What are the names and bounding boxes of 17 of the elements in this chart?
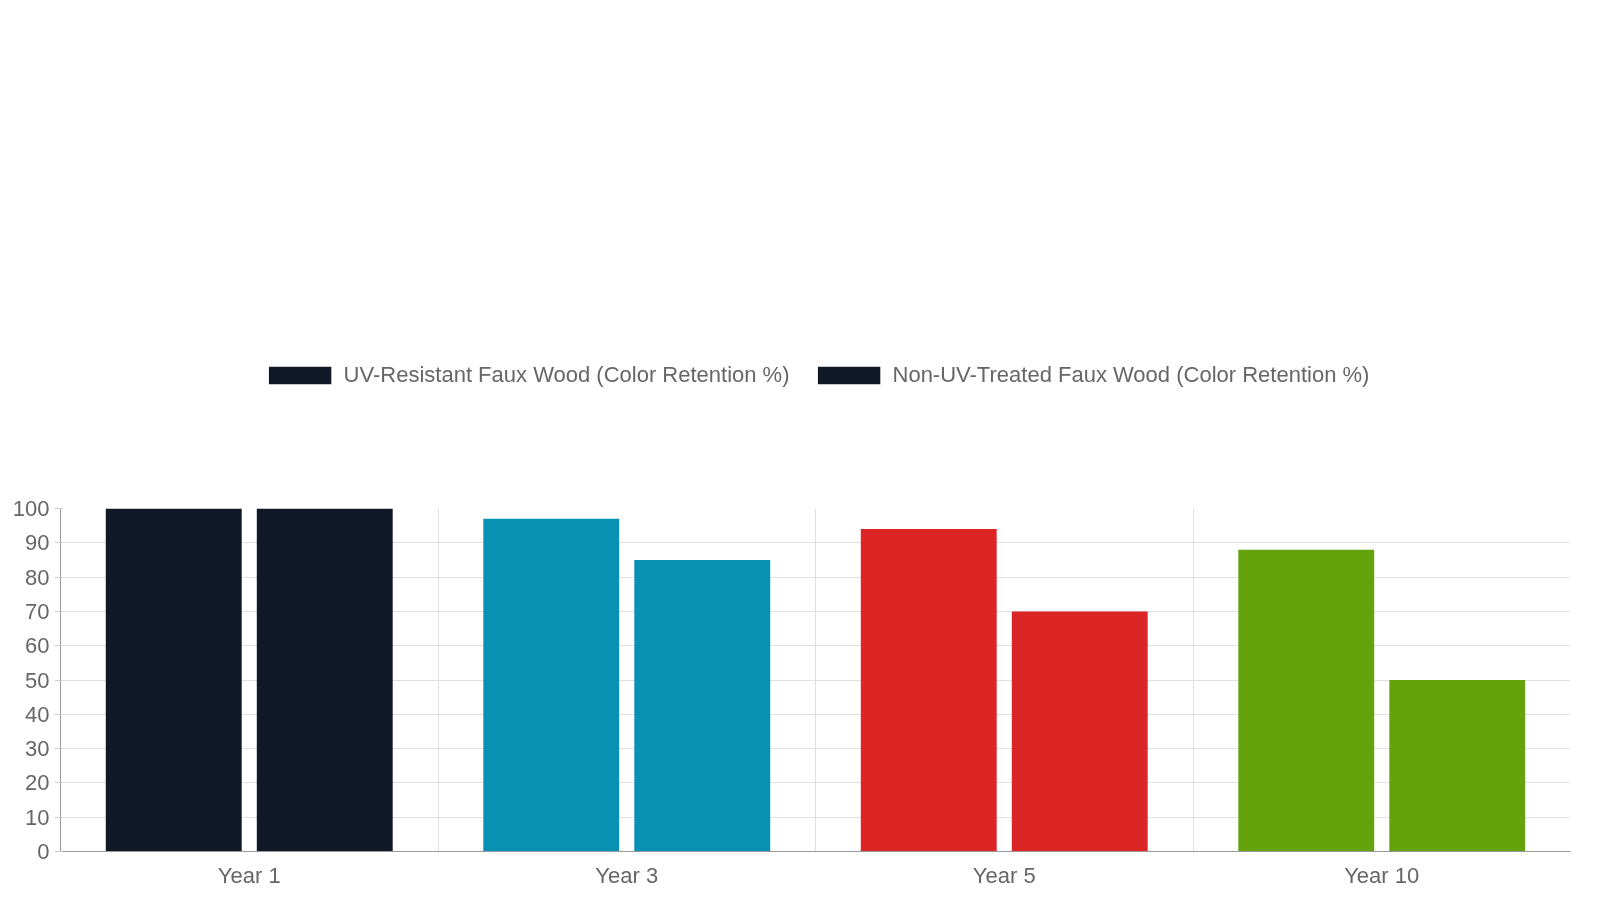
y-tick-label: 70	[25, 598, 50, 624]
y-tick-label: 20	[25, 770, 50, 796]
y-tick-label: 60	[25, 633, 50, 659]
y-tick-label: 30	[25, 736, 50, 762]
x-tick-label: Year 5	[972, 862, 1036, 888]
y-tick-label: 10	[25, 804, 50, 830]
x-tick-label: Year 1	[217, 862, 281, 888]
y-tick-label: 40	[25, 701, 50, 727]
y-tick-label: 80	[25, 564, 50, 590]
x-tick-label: Year 3	[595, 862, 659, 888]
y-tick-label: 90	[25, 530, 50, 556]
legend-label: UV-Resistant Faux Wood (Color Retention %)	[343, 361, 790, 388]
y-tick-label: 0	[37, 839, 50, 864]
legend-label: Non-UV-Treated Faux Wood (Color Retention %)	[892, 361, 1370, 388]
x-tick-label: Year 10	[1344, 862, 1420, 888]
y-tick-label: 50	[25, 667, 50, 693]
y-tick-label: 100	[12, 496, 50, 521]
